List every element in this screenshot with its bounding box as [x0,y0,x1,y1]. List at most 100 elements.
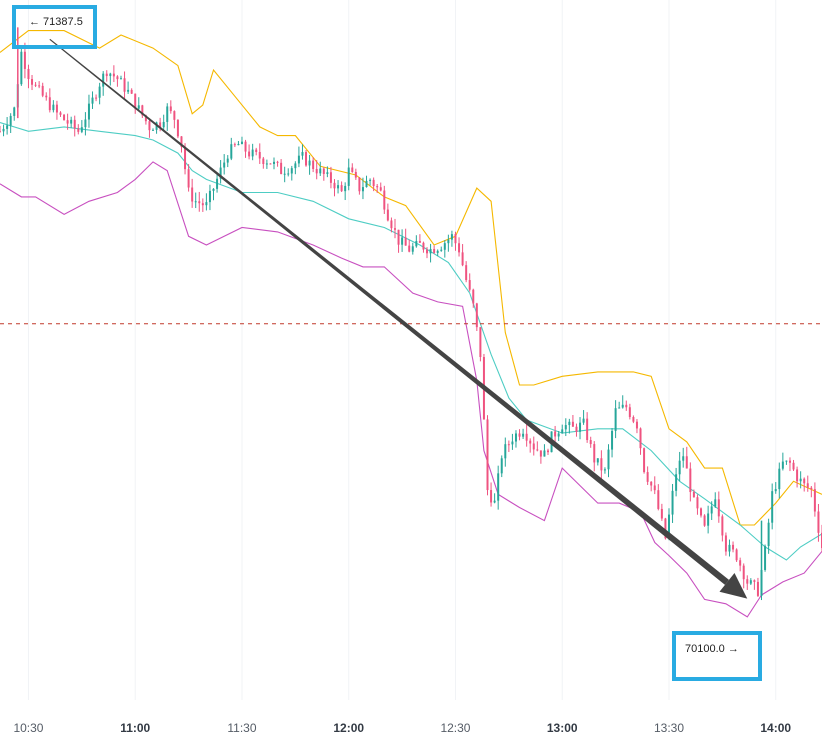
candle-body [514,433,517,442]
candle [671,483,674,523]
candle-body [735,549,738,561]
candle-body [340,185,343,192]
candle [404,228,407,246]
candle [728,539,731,557]
candle-body [799,478,802,482]
candle-body [675,474,678,491]
candle-body [632,417,635,422]
candle-body [433,248,436,253]
candle [251,143,254,161]
candle-body [205,202,208,206]
candle-body [600,458,603,471]
candle [543,444,546,457]
candle [685,446,688,469]
candle-body [280,162,283,175]
candle [806,475,809,492]
candle [611,428,614,458]
candle-body [539,450,542,457]
candle [568,418,571,434]
low-callout[interactable]: 70100.0 → [672,631,762,681]
candle [557,430,560,442]
candle [173,110,176,129]
candle [262,156,265,169]
candle [753,579,756,590]
candle [326,166,329,178]
candle-body [372,179,375,187]
candle [383,185,386,214]
candle [6,117,9,135]
candle-body [739,560,742,566]
high-price-label: ← 71387.5 [29,16,83,28]
candle-body [700,508,703,516]
candle [724,532,727,556]
candle [0,125,1,133]
candle [643,447,646,474]
candle-body [386,209,389,221]
candle [418,234,421,243]
candle [265,159,268,169]
candle [376,184,379,193]
candle-body [119,78,122,80]
candle [450,230,453,247]
candle [119,75,122,80]
candle [27,64,30,89]
candle-body [518,433,521,437]
high-callout[interactable]: ← 71387.5 [12,5,97,49]
candle [344,182,347,201]
candle-body [657,490,660,509]
candle [319,161,322,177]
candle [707,505,710,534]
candle-body [361,187,364,192]
candle-body [447,239,450,244]
candle-body [507,444,510,446]
candle-body [237,144,240,146]
candle [226,155,229,168]
candle-body [707,513,710,526]
candle-body [251,149,254,157]
candle [547,448,549,455]
candle [55,100,58,120]
candle [248,144,251,160]
candle [137,97,140,111]
candle-body [216,178,219,189]
candle-body [692,492,695,498]
candle-body [134,93,137,109]
candle [539,450,542,464]
candle-body [130,89,133,94]
candle-body [454,234,457,244]
candle [379,182,382,192]
candle-body [80,127,83,132]
candle [746,575,749,590]
candle-body [379,187,382,191]
candle [810,485,813,498]
candle-body [685,456,688,469]
candle-body [561,429,564,434]
candle-body [643,448,646,473]
middle-band-line [0,121,822,561]
candle [497,465,500,510]
candle-body [240,141,243,145]
candle-body [297,155,300,164]
candle-body [721,516,724,536]
candle [59,111,62,117]
candle-body [176,119,179,137]
candle [2,124,5,137]
candle [465,261,468,283]
candle [290,165,293,181]
candle-body [73,119,76,129]
x-tick-label: 10:30 [13,721,43,735]
x-tick-label: 14:00 [760,721,791,735]
candle [244,139,247,158]
candle-body [287,173,290,175]
candle [518,429,521,441]
candle-body [511,441,514,445]
candle-body [162,121,165,128]
candle-body [109,73,112,77]
candle [48,88,51,113]
candle [70,116,73,128]
candle [756,577,759,598]
candle-body [301,152,304,156]
x-axis: 10:30 11:00 11:30 12:00 12:30 13:00 13:30 14:00 [13,721,791,735]
candle [351,163,354,173]
